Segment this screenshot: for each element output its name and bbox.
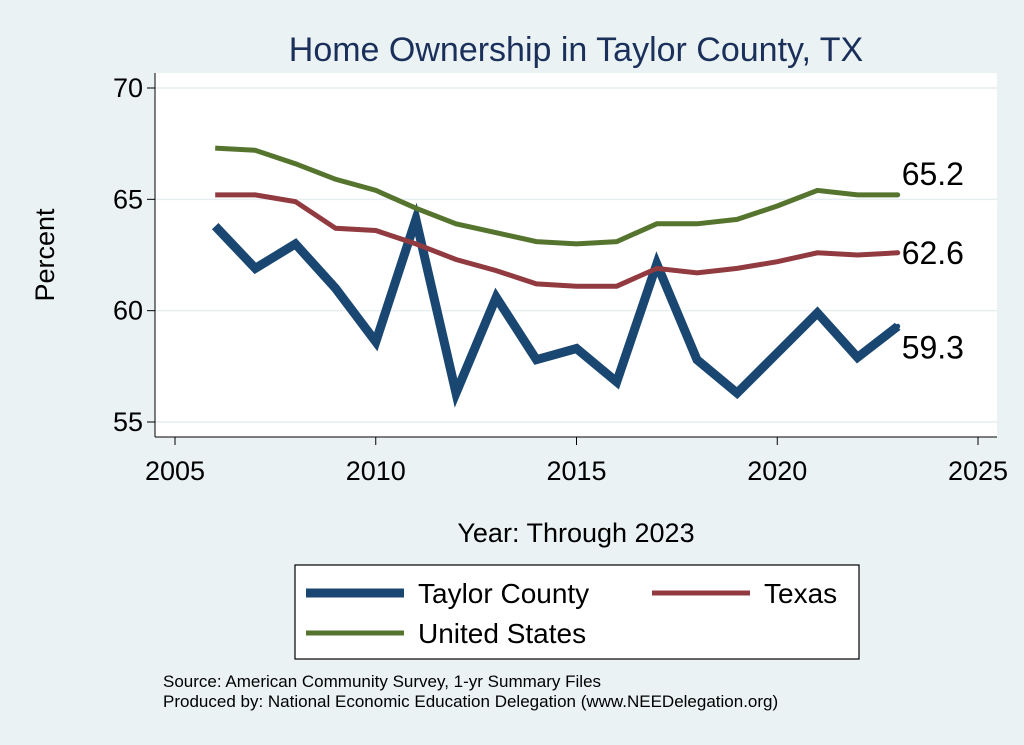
end-labels: 59.3 62.6 65.2 — [902, 156, 964, 365]
series-group — [211, 145, 901, 408]
legend-label-taylor-county: Taylor County — [418, 578, 589, 609]
end-label-taylor-county: 59.3 — [902, 329, 964, 365]
x-axis-label: Year: Through 2023 — [457, 518, 694, 548]
end-label-texas: 62.6 — [902, 235, 964, 271]
end-label-united-states: 65.2 — [902, 156, 964, 192]
series-end-point-texas — [895, 250, 901, 256]
legend-box — [294, 564, 860, 660]
axes: 55 60 65 70 2005 2010 2015 2020 2025 — [113, 73, 1008, 486]
producer-note: Produced by: National Economic Education… — [163, 692, 779, 711]
legend: Taylor County Texas United States — [294, 564, 860, 660]
chart-title: Home Ownership in Taylor County, TX — [289, 31, 863, 69]
y-tick-label: 65 — [113, 184, 143, 214]
x-tick-label: 2020 — [747, 456, 807, 486]
series-line-taylor-county — [211, 202, 901, 408]
x-tick-label: 2025 — [948, 456, 1008, 486]
x-tick-label: 2015 — [546, 456, 606, 486]
legend-label-texas: Texas — [764, 578, 837, 609]
series-end-point-taylor-county — [895, 323, 901, 329]
series-line-united-states — [215, 145, 898, 247]
y-tick-label: 55 — [113, 407, 143, 437]
source-note: Source: American Community Survey, 1-yr … — [163, 672, 602, 691]
series-end-point-united-states — [895, 192, 901, 198]
series-line-texas — [215, 192, 898, 289]
x-tick-label: 2005 — [145, 456, 205, 486]
legend-label-united-states: United States — [418, 618, 586, 649]
y-tick-label: 70 — [113, 73, 143, 103]
y-tick-label: 60 — [113, 296, 143, 326]
y-axis-label: Percent — [30, 208, 60, 302]
x-tick-label: 2010 — [346, 456, 406, 486]
